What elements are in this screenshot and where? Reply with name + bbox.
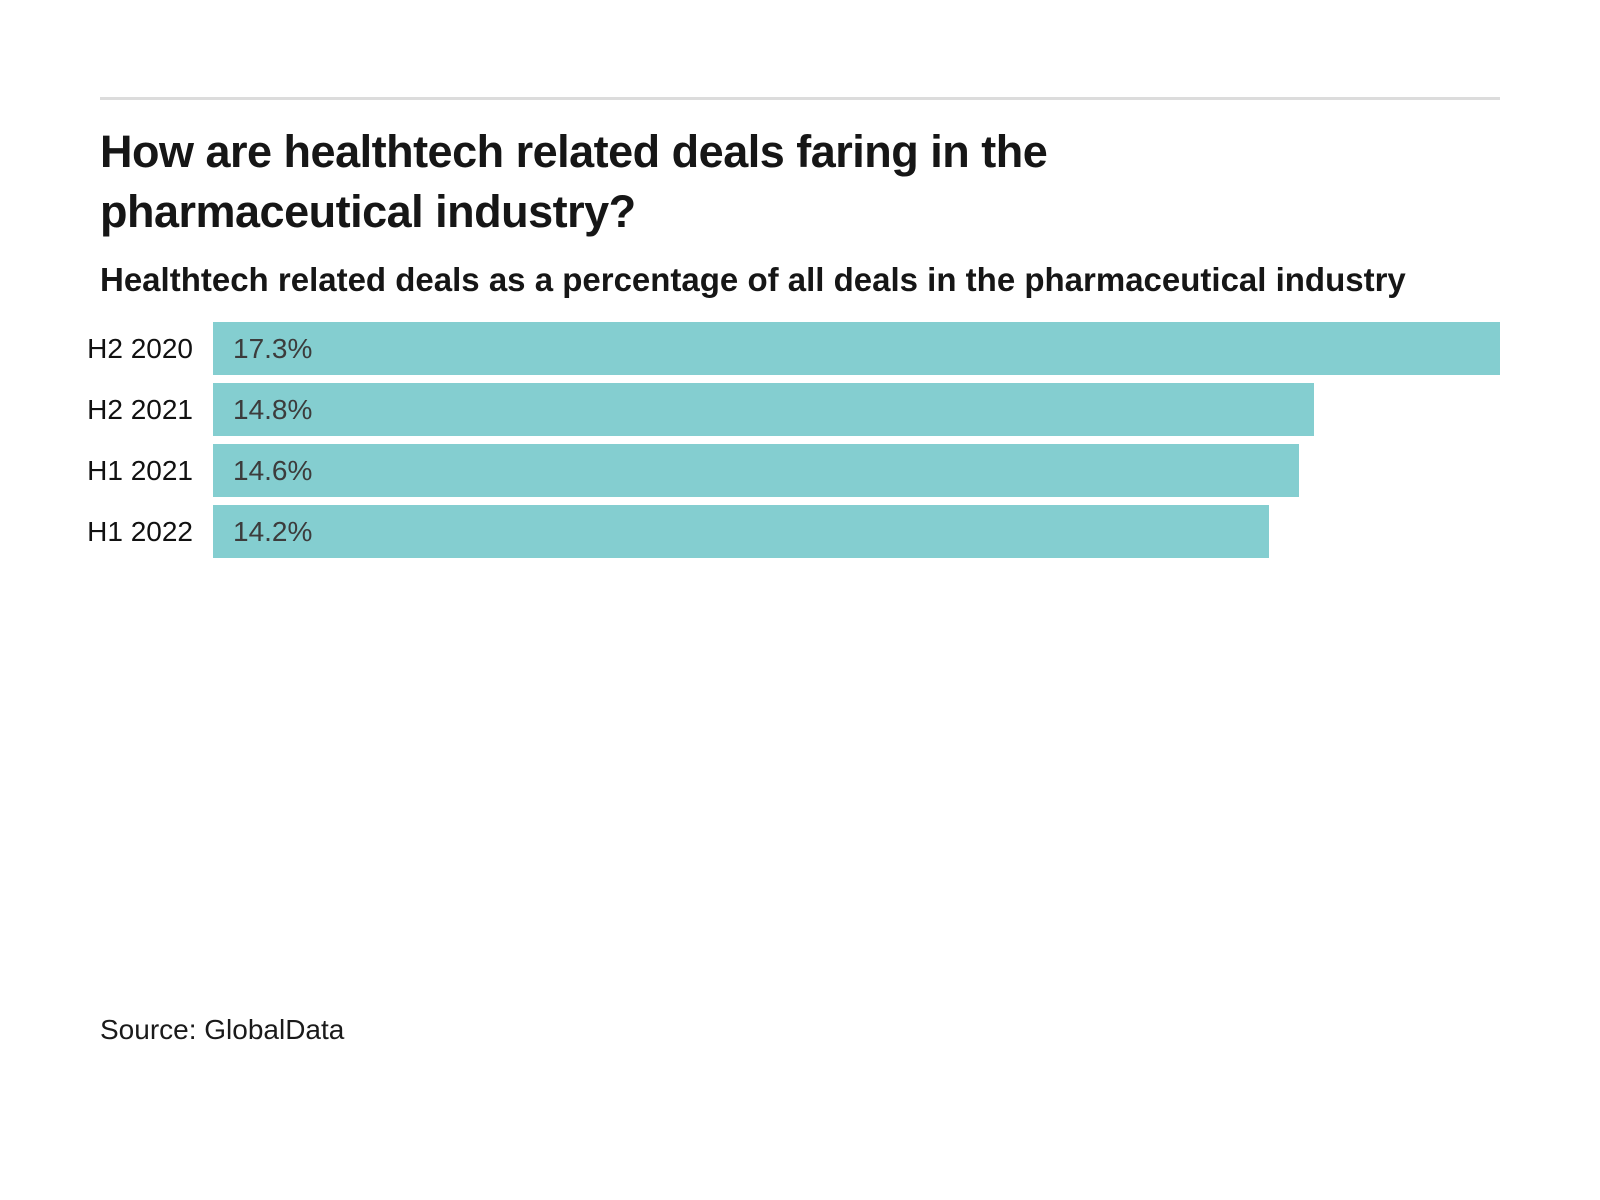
bar-row: H1 2021 14.6%: [87, 444, 1500, 497]
category-label: H1 2022: [87, 515, 193, 547]
bar-row: H2 2021 14.8%: [87, 383, 1500, 436]
category-label: H2 2021: [87, 393, 193, 425]
bar-row: H1 2022 14.2%: [87, 505, 1500, 558]
bar: 14.2%: [213, 505, 1270, 558]
value-label: 17.3%: [233, 332, 313, 364]
bar-chart: H2 2020 17.3% H2 2021 14.8% H1 2021 14.6% H1 2…: [87, 322, 1500, 558]
source-note: Source: GlobalData: [100, 1014, 345, 1045]
category-label: H1 2021: [87, 454, 193, 486]
bar-row: H2 2020 17.3%: [87, 322, 1500, 375]
bar-track: 14.2%: [213, 505, 1500, 558]
value-label: 14.8%: [233, 393, 313, 425]
category-label: H2 2020: [87, 332, 193, 364]
chart-title: How are healthtech related deals faring …: [100, 126, 1048, 237]
chart-subtitle: Healthtech related deals as a percentage…: [100, 261, 1406, 298]
value-label: 14.2%: [233, 515, 313, 547]
bar: 14.6%: [213, 444, 1300, 497]
bar-track: 17.3%: [213, 322, 1500, 375]
bar-track: 14.6%: [213, 444, 1500, 497]
bar: 14.8%: [213, 383, 1315, 436]
value-label: 14.6%: [233, 454, 313, 486]
bar-track: 14.8%: [213, 383, 1500, 436]
bar: 17.3%: [213, 322, 1500, 375]
top-divider: [100, 97, 1500, 100]
